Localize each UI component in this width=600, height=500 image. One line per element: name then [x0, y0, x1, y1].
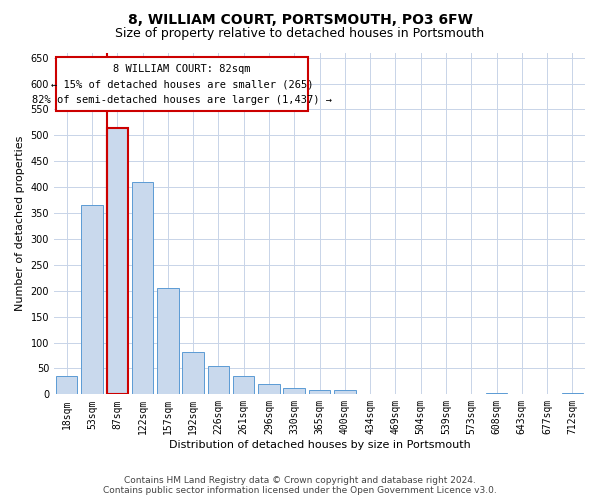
- Text: Contains HM Land Registry data © Crown copyright and database right 2024.
Contai: Contains HM Land Registry data © Crown c…: [103, 476, 497, 495]
- Bar: [182, 352, 204, 395]
- FancyBboxPatch shape: [56, 56, 308, 110]
- Text: ← 15% of detached houses are smaller (265): ← 15% of detached houses are smaller (26…: [51, 80, 313, 90]
- Bar: [233, 376, 254, 394]
- Bar: [309, 390, 330, 394]
- Y-axis label: Number of detached properties: Number of detached properties: [15, 136, 25, 311]
- Bar: [208, 366, 229, 394]
- Bar: [283, 388, 305, 394]
- Bar: [107, 128, 128, 394]
- X-axis label: Distribution of detached houses by size in Portsmouth: Distribution of detached houses by size …: [169, 440, 470, 450]
- Text: 82% of semi-detached houses are larger (1,437) →: 82% of semi-detached houses are larger (…: [32, 95, 332, 105]
- Bar: [81, 206, 103, 394]
- Bar: [486, 393, 507, 394]
- Bar: [334, 390, 356, 394]
- Bar: [56, 376, 77, 394]
- Bar: [132, 182, 153, 394]
- Bar: [258, 384, 280, 394]
- Text: 8 WILLIAM COURT: 82sqm: 8 WILLIAM COURT: 82sqm: [113, 64, 251, 74]
- Text: 8, WILLIAM COURT, PORTSMOUTH, PO3 6FW: 8, WILLIAM COURT, PORTSMOUTH, PO3 6FW: [128, 12, 472, 26]
- Bar: [562, 393, 583, 394]
- Bar: [157, 288, 179, 395]
- Text: Size of property relative to detached houses in Portsmouth: Size of property relative to detached ho…: [115, 28, 485, 40]
